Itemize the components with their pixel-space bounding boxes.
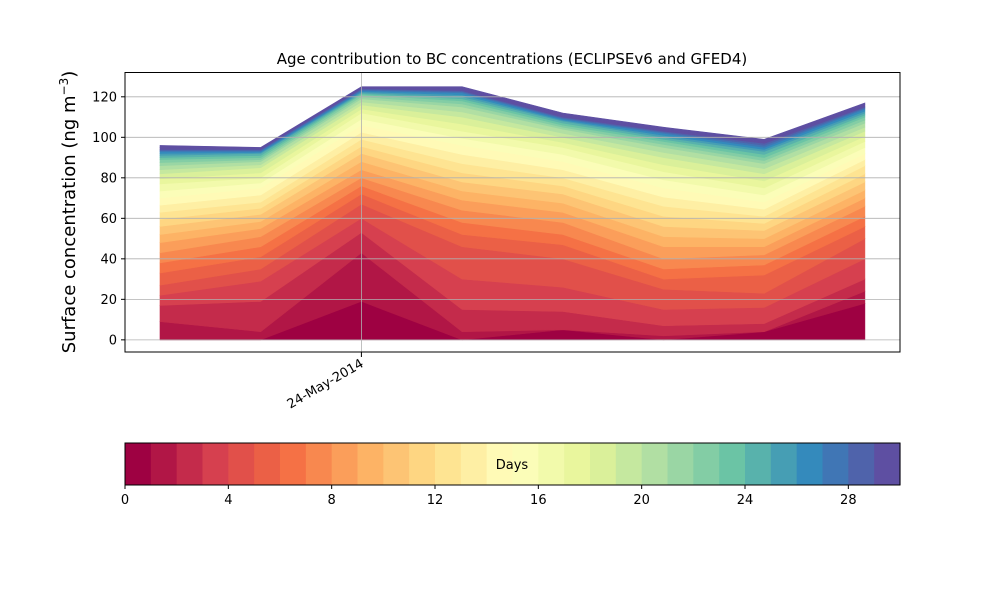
colorbar-tick-label: 12 [427,493,444,508]
colorbar-tick-label: 0 [121,493,129,508]
y-tick-label: 100 [92,131,117,146]
x-tick-label: 24-May-2014 [285,356,367,412]
colorbar-frame [124,442,901,486]
colorbar-tick-label: 28 [840,493,857,508]
colorbar-segment [228,443,255,485]
y-tick-label: 80 [100,171,117,186]
colorbar-segment [409,443,436,485]
colorbar-tick-label: 8 [328,493,336,508]
plot-frame [124,72,901,353]
y-axis: 0 20 40 60 80 100 120 [92,90,125,348]
grid [125,72,900,352]
colorbar-segment [125,443,152,485]
colorbar-segment [280,443,307,485]
colorbar-segment [538,443,565,485]
colorbar-segment [512,443,539,485]
colorbar-segment [254,443,281,485]
area-bands [159,86,866,341]
colorbar-segment [641,443,669,485]
y-axis-label: Surface concentration (ng m−3) [57,71,80,354]
colorbar-segment [796,443,824,485]
y-tick-label: 40 [100,252,117,267]
colorbar: 0 4 8 12 16 20 24 28 [121,442,901,508]
colorbar-segment [305,443,333,485]
colorbar-segment [874,443,901,485]
colorbar-tick-label: 16 [530,493,547,508]
y-tick-label: 120 [92,90,117,105]
colorbar-label: Days [496,458,529,473]
colorbar-tick-label: 24 [737,493,754,508]
colorbar-segment [357,443,384,485]
colorbar-segment [150,443,178,485]
area-band-day-30 [159,86,866,149]
x-axis: 24-May-2014 [285,352,367,412]
colorbar-segment [564,443,591,485]
colorbar-segment [590,443,617,485]
colorbar-tick-label: 20 [633,493,650,508]
colorbar-segment [719,443,746,485]
colorbar-segment [770,443,798,485]
y-tick-label: 20 [100,293,117,308]
chart-title: Age contribution to BC concentrations (E… [277,50,748,68]
y-tick-label: 60 [100,212,117,227]
colorbar-segment [848,443,875,485]
colorbar-segment [176,443,204,485]
colorbar-segment [331,443,359,485]
colorbar-segment [822,443,849,485]
colorbar-segment [435,443,462,485]
colorbar-segment [667,443,694,485]
colorbar-segment [486,443,514,485]
colorbar-segment [745,443,772,485]
y-tick-label: 0 [109,333,117,348]
colorbar-segment [615,443,643,485]
colorbar-segment [202,443,229,485]
colorbar-tick-label: 4 [224,493,232,508]
colorbar-segment [383,443,410,485]
colorbar-segment [693,443,720,485]
colorbar-segment [460,443,488,485]
